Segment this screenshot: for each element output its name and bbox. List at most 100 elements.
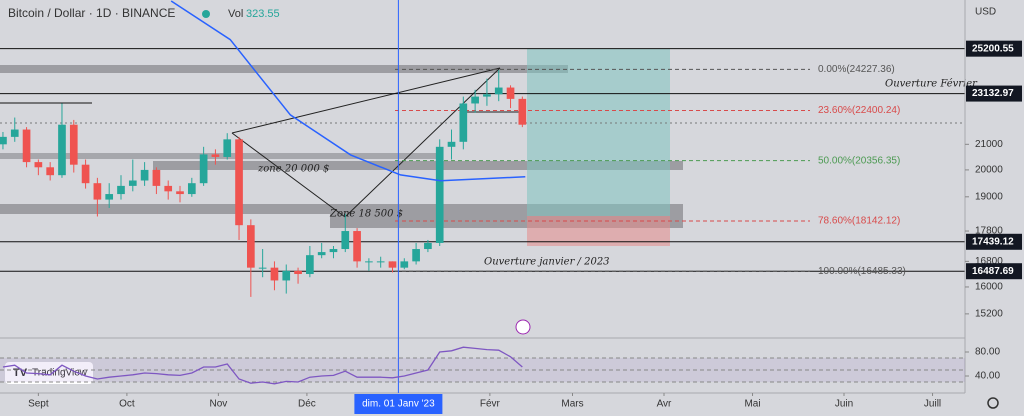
y-tick-label: 40.00 — [975, 371, 1000, 382]
y-tick-label: 21000 — [975, 139, 1003, 150]
candle-body — [459, 103, 468, 142]
candle-body — [306, 255, 314, 275]
candle-body — [81, 164, 90, 184]
candle-body — [247, 225, 255, 268]
x-tick-label: Juill — [924, 399, 941, 410]
annotation: Zone 18 500 $ — [329, 209, 403, 220]
candle-body — [0, 136, 7, 145]
candle-body — [388, 261, 397, 268]
trend-line — [231, 67, 501, 134]
fib-label: 100.00%(16485.33) — [818, 266, 906, 277]
y-tick-label: 16000 — [975, 282, 1003, 293]
y-tick-label: 16800 — [975, 256, 1003, 267]
fib-label: 0.00%(24227.36) — [818, 64, 895, 75]
fib-label: 50.00%(20356.35) — [818, 155, 900, 166]
candle-body — [199, 154, 208, 184]
currency[interactable]: USD — [975, 7, 996, 18]
candle-body — [447, 141, 456, 147]
y-tick-label: 80.00 — [975, 347, 1000, 358]
settings-icon[interactable] — [987, 397, 999, 409]
candle-body — [365, 261, 373, 263]
candle-body — [317, 252, 326, 256]
brand: TradingView — [32, 368, 88, 379]
moving-average — [170, 0, 526, 182]
candle-body — [353, 231, 361, 262]
target-box — [527, 49, 670, 216]
candle-body — [424, 242, 432, 250]
candle-body — [341, 231, 350, 250]
trend-line — [231, 132, 346, 218]
candle-body — [258, 267, 267, 269]
candle-body — [471, 96, 479, 104]
volume-value: 323.55 — [246, 8, 280, 20]
level-label-bg — [966, 233, 1022, 250]
candle-body — [105, 194, 114, 200]
candle-body — [46, 167, 55, 176]
y-tick-label: 20000 — [975, 165, 1003, 176]
candle-body — [10, 129, 19, 137]
fib-label: 23.60%(22400.24) — [818, 105, 900, 116]
candle-body — [117, 185, 125, 195]
candle-body — [518, 98, 527, 125]
candle-body — [34, 162, 43, 168]
candle-body — [270, 267, 279, 281]
x-tick-label: Juin — [835, 399, 853, 410]
candle-body — [152, 169, 161, 186]
candle-body — [376, 261, 385, 263]
candle-body — [140, 169, 149, 181]
x-tick-label: Oct — [119, 399, 135, 410]
event-icon[interactable] — [515, 319, 531, 335]
candle-body — [211, 154, 220, 157]
candle-body — [22, 129, 31, 163]
candle-body — [282, 270, 291, 281]
candle-body — [69, 124, 78, 165]
status-dot — [202, 10, 210, 18]
annotation: zone 20 000 $ — [257, 164, 329, 175]
x-tick-label: Févr — [480, 399, 501, 410]
candle-body — [435, 146, 444, 243]
zone-rect — [153, 161, 683, 170]
fib-label: 78.60%(18142.12) — [818, 216, 900, 227]
rsi-line — [2, 346, 523, 385]
candle-body — [223, 139, 232, 157]
symbol: Bitcoin / Dollar · 1D · BINANCE — [8, 6, 175, 20]
brand-badge — [5, 362, 93, 384]
x-tick-label: Déc — [298, 399, 316, 410]
candle-body — [235, 139, 243, 226]
annotation: Ouverture janvier / 2023 — [484, 257, 610, 268]
y-tick-label: 17800 — [975, 226, 1003, 237]
plot — [0, 0, 965, 297]
level-label: 17439.12 — [972, 236, 1014, 247]
candle-body — [412, 249, 420, 262]
candle-body — [400, 261, 409, 268]
x-tick-label: Avr — [657, 399, 672, 410]
level-label-bg — [966, 40, 1022, 57]
y-tick-label: 19000 — [975, 191, 1003, 202]
x-tick-label: Sept — [28, 399, 49, 410]
crosshair-label-bg — [354, 394, 443, 414]
zone-rect — [0, 204, 683, 214]
y-tick-label: 15200 — [975, 309, 1003, 320]
candle-body — [176, 191, 184, 195]
trend-line — [344, 67, 501, 218]
candle-body — [494, 87, 503, 95]
candle-body — [294, 270, 302, 275]
candle-body — [164, 185, 173, 192]
rsi-band — [0, 358, 965, 382]
x-tick-label: Mai — [744, 399, 760, 410]
candle-body — [128, 180, 137, 186]
level-label: 16487.69 — [972, 266, 1014, 277]
x-tick-label: dim. 01 Janv '23 — [362, 399, 435, 410]
candle-body — [506, 87, 515, 99]
candle-body — [483, 94, 491, 97]
volume-label: Vol — [228, 8, 243, 20]
x-tick-label: Nov — [209, 399, 227, 410]
candle-body — [93, 183, 102, 200]
annotation: Ouverture Février — [885, 79, 978, 90]
level-label-bg — [966, 263, 1022, 280]
level-label: 23132.97 — [972, 88, 1014, 99]
x-tick-label: Mars — [561, 399, 583, 410]
candle-body — [58, 124, 66, 176]
zone-rect — [0, 153, 440, 159]
